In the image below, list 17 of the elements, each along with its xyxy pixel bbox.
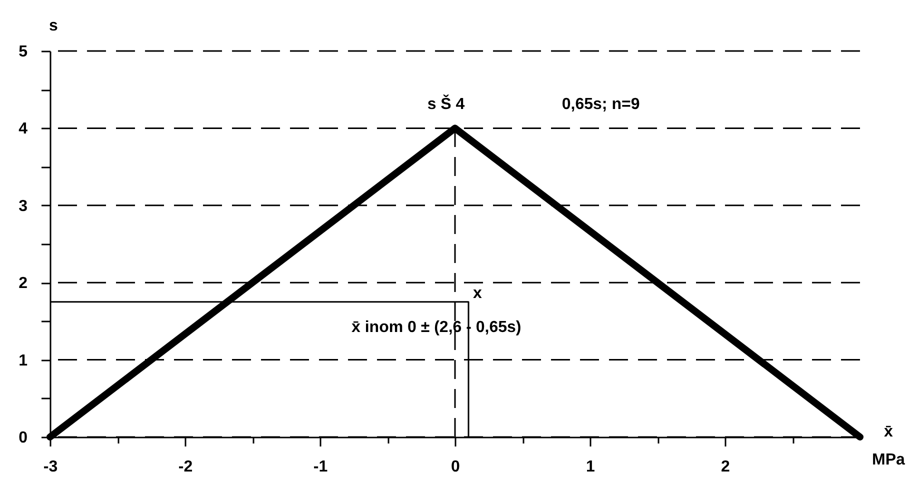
annotation: s Š 4 — [427, 94, 465, 114]
annotation: x — [473, 284, 482, 302]
y-axis-title: s — [49, 18, 58, 34]
y-tick-label: 2 — [18, 275, 28, 292]
x-tick-label: 2 — [721, 458, 730, 476]
annotation: 0,65s; n=9 — [562, 96, 640, 113]
x-tick-label: -2 — [178, 458, 193, 476]
x-tick-label: -1 — [313, 458, 328, 476]
y-tick-label: 5 — [18, 44, 28, 60]
y-tick-label: 4 — [18, 120, 28, 138]
x-axis-title: x̄ MPa — [872, 424, 906, 468]
x-tick-label: 1 — [586, 458, 596, 476]
x-tick-label: -3 — [43, 458, 58, 476]
y-tick-label: 1 — [18, 352, 28, 370]
x-tick-label: 0 — [451, 458, 460, 476]
y-tick-label: 0 — [18, 430, 28, 446]
y-tick-label: 3 — [18, 198, 28, 215]
